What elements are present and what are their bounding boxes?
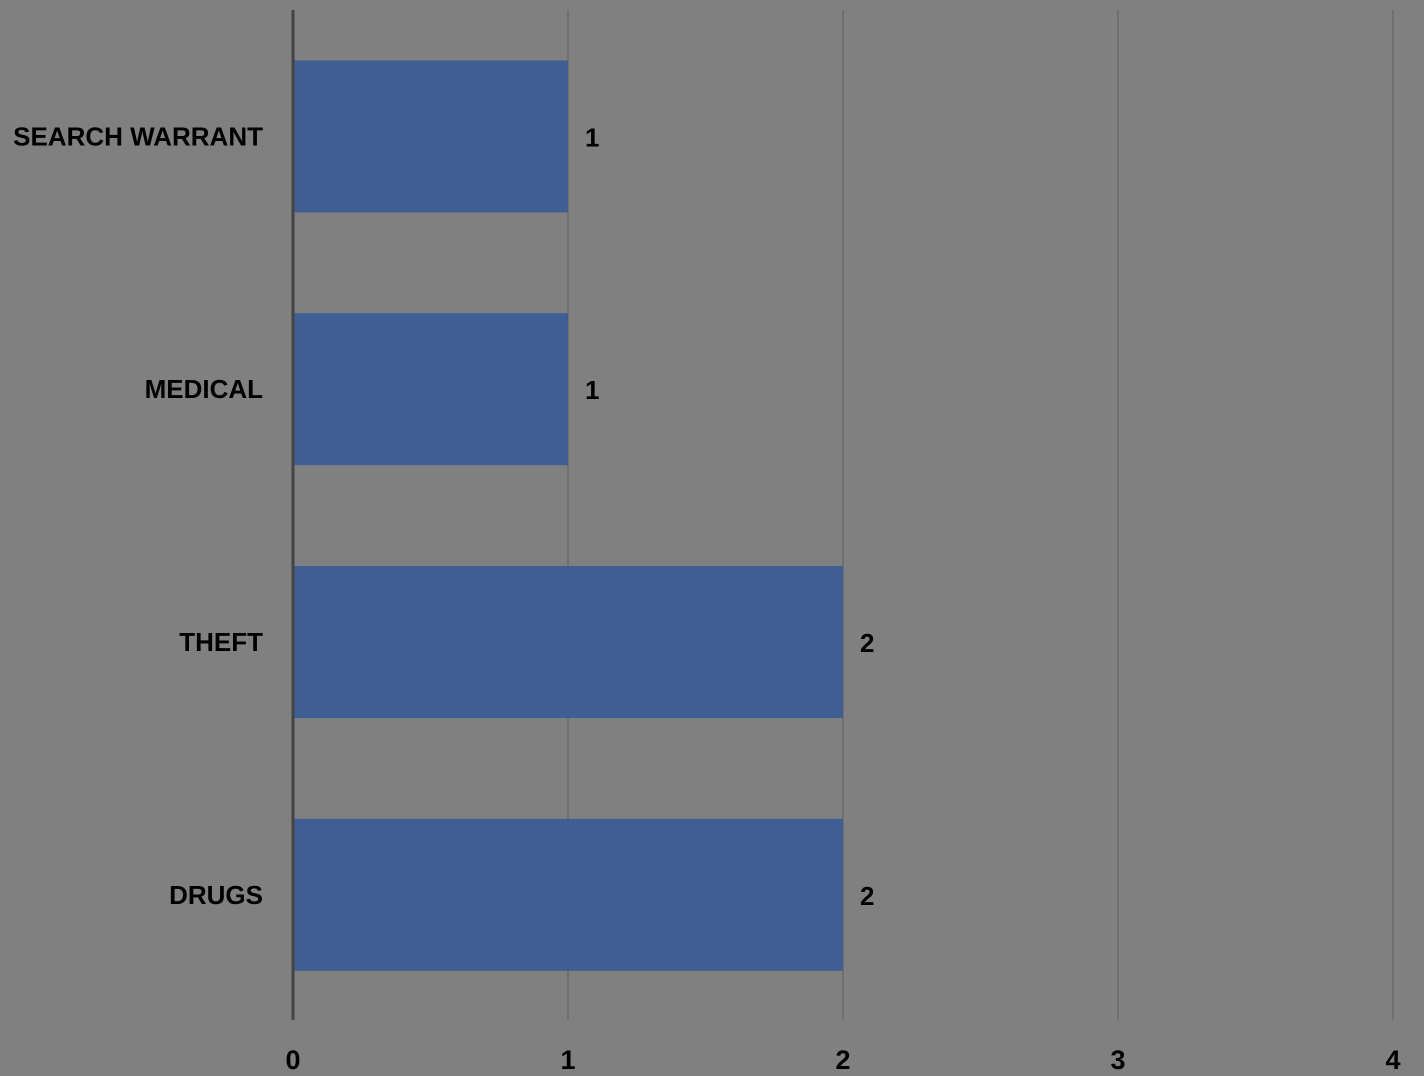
bar-theft xyxy=(293,566,843,718)
data-label: 2 xyxy=(860,628,874,658)
bar-search-warrant xyxy=(293,60,568,213)
category-label: MEDICAL xyxy=(145,374,264,404)
x-tick-label: 2 xyxy=(835,1045,850,1071)
data-labels: 1 1 2 2 xyxy=(585,122,874,910)
x-tick-label: 1 xyxy=(560,1045,575,1071)
x-tick-labels: 0 1 2 3 4 xyxy=(285,1045,1400,1075)
category-label: THEFT xyxy=(179,627,263,657)
bars xyxy=(293,60,843,971)
category-labels: SEARCH WARRANT MEDICAL THEFT DRUGS xyxy=(13,121,263,909)
x-tick-label: 3 xyxy=(1110,1045,1125,1071)
category-label: SEARCH WARRANT xyxy=(13,121,263,151)
data-label: 1 xyxy=(585,375,599,405)
data-label: 2 xyxy=(860,881,874,911)
x-tick-label: 4 xyxy=(1385,1045,1400,1071)
bar-medical xyxy=(293,313,568,466)
bar-drugs xyxy=(293,818,843,971)
data-label: 1 xyxy=(585,122,599,152)
x-tick-label: 0 xyxy=(285,1045,300,1071)
category-label: DRUGS xyxy=(169,880,263,910)
